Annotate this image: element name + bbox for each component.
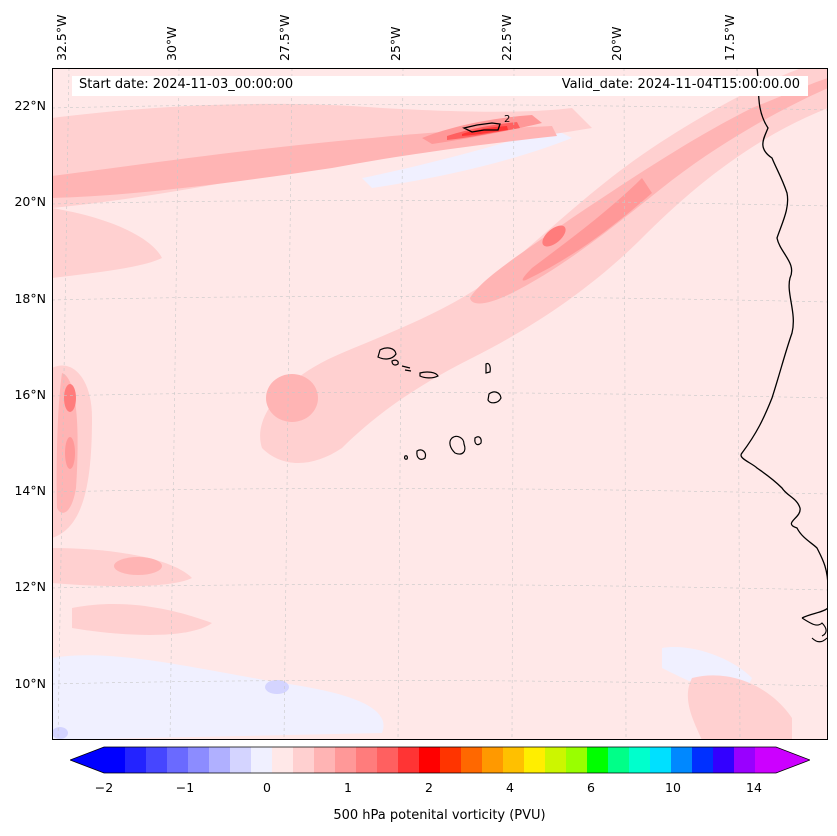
- colorbar-segment: [398, 747, 420, 773]
- colorbar-segment: [566, 747, 588, 773]
- island: [487, 391, 502, 404]
- colorbar-segment: [230, 747, 252, 773]
- pv-low-patch: [52, 655, 384, 740]
- coastline: [801, 617, 828, 643]
- island: [416, 449, 427, 460]
- pv-low-patch: [362, 128, 572, 188]
- lon-label-17-5w: 17.5°W: [722, 14, 737, 61]
- lon-label-27-5w: 27.5°W: [277, 14, 292, 61]
- island: [401, 365, 412, 372]
- pv-map: 2: [52, 68, 828, 740]
- colorbar-segment: [461, 747, 483, 773]
- colorbar-segment: [419, 747, 441, 773]
- pv-streamer: [52, 208, 162, 278]
- colorbar-segment: [356, 747, 378, 773]
- colorbar-segment: [692, 747, 714, 773]
- colorbar-segment: [482, 747, 504, 773]
- lat-label-16n: 16°N: [14, 387, 46, 402]
- valid-date-label: Valid_date: 2024-11-04T15:00:00.00: [561, 77, 800, 92]
- colorbar-segment: [272, 747, 294, 773]
- colorbar-tick: 14: [746, 780, 762, 795]
- colorbar-outline: [70, 746, 810, 774]
- colorbar-segment: [251, 747, 273, 773]
- graticule: [52, 68, 828, 740]
- colorbar-segment: [146, 747, 168, 773]
- colorbar-tick: 10: [665, 780, 681, 795]
- lon-label-20w: 20°W: [609, 26, 624, 61]
- lat-label-12n: 12°N: [14, 579, 46, 594]
- colorbar-tick: 4: [506, 780, 514, 795]
- lat-label-10n: 10°N: [14, 676, 46, 691]
- pv-low-patch: [265, 680, 289, 694]
- title-box: [72, 76, 808, 96]
- lat-label-20n: 20°N: [14, 194, 46, 209]
- island: [474, 436, 482, 446]
- lon-label-25w: 25°W: [388, 26, 403, 61]
- lon-label-32-5w: 32.5°W: [54, 14, 69, 61]
- colorbar-segment: [293, 747, 315, 773]
- colorbar-segment: [587, 747, 609, 773]
- lat-label-22n: 22°N: [14, 98, 46, 113]
- lat-label-14n: 14°N: [14, 483, 46, 498]
- pv-core: [114, 557, 162, 575]
- colorbar-segment: [209, 747, 231, 773]
- colorbar-segment: [314, 747, 336, 773]
- colorbar-tick: −1: [175, 780, 195, 795]
- colorbar-label: 500 hPa potenital vorticity (PVU): [333, 808, 546, 823]
- colorbar-segment: [335, 747, 357, 773]
- pv-max: [65, 437, 75, 469]
- island: [462, 122, 501, 133]
- colorbar-segment: [377, 747, 399, 773]
- lon-label-22-5w: 22.5°W: [499, 14, 514, 61]
- colorbar-segment: [671, 747, 693, 773]
- colorbar-tick: 0: [263, 780, 271, 795]
- colorbar-segment: [524, 747, 546, 773]
- island: [419, 371, 439, 379]
- island: [377, 347, 397, 360]
- colorbar-segment: [713, 747, 735, 773]
- colorbar-tick: 6: [587, 780, 595, 795]
- island: [404, 455, 408, 460]
- colorbar-tick: 2: [425, 780, 433, 795]
- island: [391, 359, 399, 366]
- pv-max: [522, 178, 652, 281]
- pv-streamer: [687, 675, 792, 740]
- colorbar-tick: −2: [94, 780, 114, 795]
- island: [449, 435, 466, 455]
- pv-max: [64, 384, 76, 412]
- pv-max: [542, 225, 566, 247]
- colorbar-segment: [188, 747, 210, 773]
- colorbar-segment: [608, 747, 630, 773]
- colorbar-tick: 1: [344, 780, 352, 795]
- colorbar-segment: [629, 747, 651, 773]
- lon-label-30w: 30°W: [164, 26, 179, 61]
- pv-core: [266, 374, 318, 422]
- pv-core: [52, 126, 557, 198]
- colorbar-segment: [503, 747, 525, 773]
- colorbar: [70, 746, 810, 774]
- colorbar-segment: [167, 747, 189, 773]
- colorbar-under-arrow: [70, 747, 104, 773]
- colorbar-segment: [440, 747, 462, 773]
- map-frame: [52, 68, 828, 740]
- island: [485, 362, 491, 374]
- pv-max: [462, 126, 508, 136]
- colorbar-segment: [650, 747, 672, 773]
- colorbar-segment: [755, 747, 777, 773]
- colorbar-segment: [104, 747, 126, 773]
- pv-streamer: [72, 603, 212, 635]
- colorbar-segment: [125, 747, 147, 773]
- lat-label-18n: 18°N: [14, 291, 46, 306]
- pv-low-patch: [52, 727, 68, 739]
- island-label: 2: [504, 114, 510, 125]
- colorbar-segment: [545, 747, 567, 773]
- start-date-label: Start date: 2024-11-03_00:00:00: [79, 77, 294, 92]
- colorbar-over-arrow: [776, 747, 810, 773]
- colorbar-segment: [734, 747, 756, 773]
- coastline: [740, 68, 828, 619]
